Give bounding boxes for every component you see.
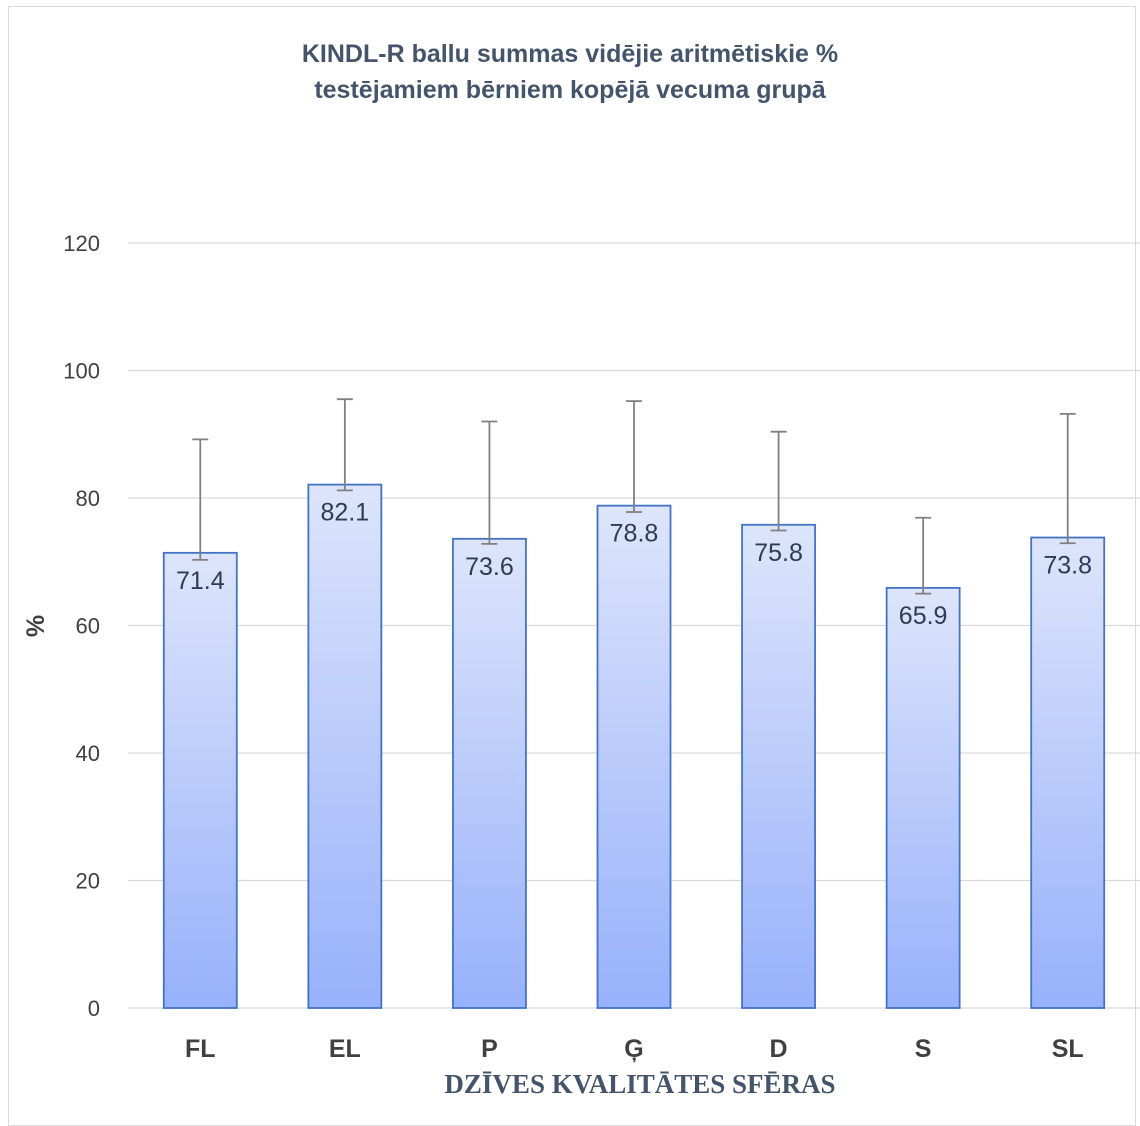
chart-title: KINDL-R ballu summas vidējie aritmētiski… xyxy=(0,36,1140,108)
bar-3 xyxy=(596,504,672,1009)
y-axis-tick-labels: 0 20 40 60 80 100 120 xyxy=(63,231,100,1021)
x-category-label: D xyxy=(770,1035,788,1063)
y-tick-label: 0 xyxy=(88,996,100,1021)
y-tick-label: 80 xyxy=(76,486,100,511)
bar-4 xyxy=(741,523,816,1009)
bars xyxy=(162,483,1106,1009)
data-label-1: 82.1 xyxy=(321,499,370,527)
x-category-label: S xyxy=(915,1035,932,1063)
y-tick-label: 100 xyxy=(63,359,100,384)
chart-title-line-2: testējamiem bērniem kopējā vecuma grupā xyxy=(314,76,826,104)
x-category-label: EL xyxy=(329,1035,361,1063)
bar-0 xyxy=(162,551,238,1009)
error-bars xyxy=(192,398,1076,595)
y-tick-label: 40 xyxy=(76,741,100,766)
x-axis-category-labels: FL EL P Ģ D S SL xyxy=(185,1035,1084,1063)
bar-chart-plot: 0 20 40 60 80 100 120 71.4 82.1 73.6 78.8 75.8 65.9… xyxy=(22,231,1140,1095)
bar-5 xyxy=(885,586,961,1009)
x-category-label: FL xyxy=(185,1035,216,1063)
x-category-label: P xyxy=(481,1035,498,1063)
data-label-4: 75.8 xyxy=(754,539,803,567)
x-category-label: SL xyxy=(1052,1035,1084,1063)
bar-1 xyxy=(307,483,383,1009)
chart-title-line-1: KINDL-R ballu summas vidējie aritmētiski… xyxy=(301,40,839,68)
bar-2 xyxy=(452,537,527,1009)
x-axis-label: DZĪVES KVALITĀTES SFĒRAS xyxy=(444,1069,835,1095)
y-tick-label: 60 xyxy=(76,614,100,639)
bar-6 xyxy=(1030,536,1106,1009)
data-label-3: 78.8 xyxy=(610,520,659,548)
y-axis-label: % xyxy=(22,615,50,637)
y-tick-label: 20 xyxy=(76,869,100,894)
y-tick-label: 120 xyxy=(63,231,100,256)
data-label-6: 73.8 xyxy=(1043,552,1092,580)
data-label-5: 65.9 xyxy=(899,602,948,630)
data-label-2: 73.6 xyxy=(465,553,514,581)
data-label-0: 71.4 xyxy=(176,567,225,595)
x-category-label: Ģ xyxy=(624,1035,643,1063)
data-labels: 71.4 82.1 73.6 78.8 75.8 65.9 73.8 xyxy=(176,499,1092,630)
